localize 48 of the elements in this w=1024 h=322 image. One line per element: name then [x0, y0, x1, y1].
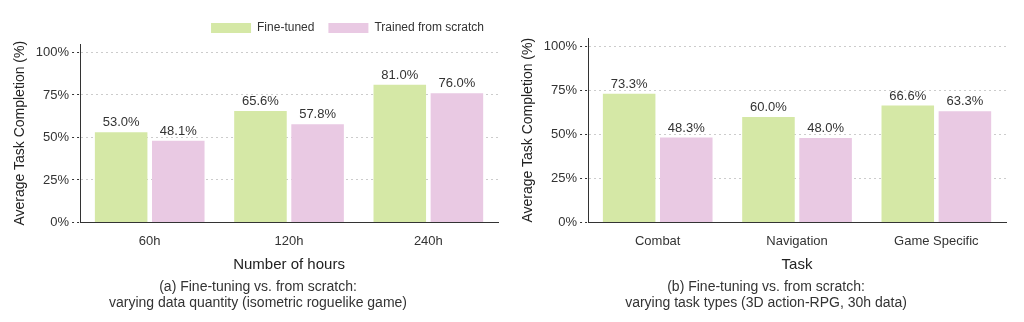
data-label: 48.0%: [807, 120, 845, 136]
x-axis-title: Task: [781, 255, 813, 273]
x-axis-title: Number of hours: [233, 255, 345, 273]
text: (b) Fine-tuning vs. from scratch: varying task types (3D action-RPG, 30h data): [624, 278, 908, 310]
x-tick-label: Navigation: [766, 232, 828, 248]
legend-label: Fine-tuned: [257, 20, 315, 35]
text: (a) Fine-tuning vs. from scratch: varying data quantity (isometric roguelike game): [108, 278, 408, 310]
y-tick-label: 75%: [551, 82, 578, 98]
bar: [291, 124, 344, 222]
x-tick-label: 120h: [274, 232, 304, 248]
y-axis-title: Average Task Completion (%): [519, 37, 536, 223]
data-label: 81.0%: [381, 66, 419, 82]
data-label: 63.3%: [946, 93, 984, 109]
y-tick-label: 25%: [43, 171, 70, 187]
y-tick-label: 50%: [551, 126, 578, 142]
data-label: 48.1%: [159, 122, 198, 138]
data-label: 65.6%: [242, 93, 280, 109]
legend-label: Trained from scratch: [374, 20, 485, 35]
x-tick-label: Game Specific: [894, 232, 980, 248]
data-label: 57.8%: [299, 106, 337, 122]
data-label: 73.3%: [610, 75, 649, 91]
y-tick-label: 0%: [50, 213, 70, 229]
bar: [430, 93, 484, 222]
bar: [151, 140, 205, 222]
x-tick-label: 60h: [138, 232, 161, 248]
y-tick-label: 25%: [551, 170, 578, 186]
bar: [799, 138, 852, 222]
x-tick-label: Combat: [634, 232, 681, 248]
bar: [234, 110, 287, 222]
bar: [742, 117, 795, 222]
y-tick-label: 75%: [43, 86, 70, 102]
data-label: 48.3%: [667, 119, 706, 135]
data-label: 76.0%: [438, 75, 476, 91]
bar: [373, 84, 427, 222]
bar: [602, 93, 656, 222]
bar: [881, 105, 935, 222]
data-label: 60.0%: [750, 99, 788, 115]
y-axis-title: Average Task Completion (%): [11, 40, 28, 226]
data-label: 66.6%: [889, 87, 927, 103]
bar: [659, 137, 713, 222]
y-tick-label: 50%: [43, 129, 70, 145]
bar: [938, 111, 992, 222]
y-tick-label: 100%: [35, 44, 70, 60]
y-tick-label: 100%: [543, 38, 578, 54]
x-tick-label: 240h: [413, 232, 443, 248]
y-tick-label: 0%: [558, 213, 578, 229]
data-label: 53.0%: [102, 114, 141, 130]
bar: [94, 132, 148, 222]
